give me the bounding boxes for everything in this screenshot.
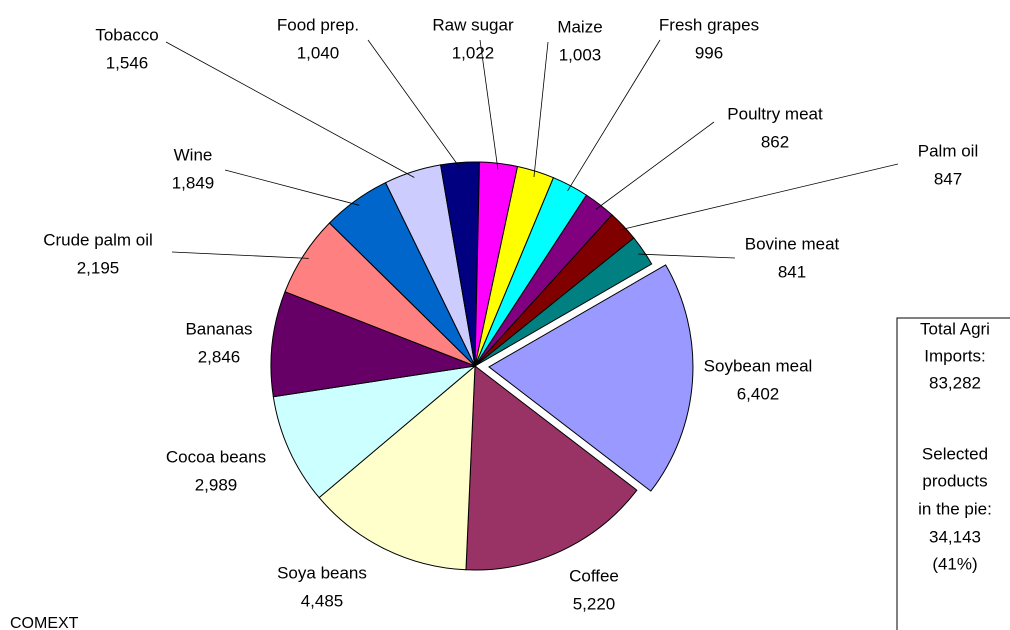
summary-text: in the pie: bbox=[918, 499, 992, 518]
value-label: 1,040 bbox=[297, 43, 340, 62]
slice-label: Bananas bbox=[185, 319, 252, 338]
slice-label: Coffee bbox=[569, 566, 619, 585]
summary-text: 34,143 bbox=[929, 527, 981, 546]
leader-line bbox=[638, 253, 736, 259]
value-label: 2,989 bbox=[195, 475, 238, 494]
source-note: COMEXT bbox=[10, 615, 79, 630]
leader-line bbox=[367, 39, 461, 169]
value-label: 4,485 bbox=[301, 591, 344, 610]
slice-label: Food prep. bbox=[277, 15, 359, 34]
leader-line bbox=[533, 41, 549, 178]
slice-label: Tobacco bbox=[95, 25, 158, 44]
value-label: 2,195 bbox=[77, 258, 120, 277]
slice-label: Palm oil bbox=[918, 141, 978, 160]
value-label: 1,546 bbox=[106, 53, 149, 72]
slice-label: Bovine meat bbox=[745, 234, 840, 253]
value-label: 1,022 bbox=[452, 43, 495, 62]
value-label: 1,849 bbox=[172, 173, 215, 192]
slice-label: Maize bbox=[557, 17, 602, 36]
summary-text: Total Agri bbox=[920, 319, 990, 338]
slice-label: Crude palm oil bbox=[43, 230, 153, 249]
value-label: 6,402 bbox=[737, 384, 780, 403]
leader-line bbox=[224, 169, 360, 206]
pie-slice bbox=[465, 365, 638, 571]
summary-text: Selected bbox=[922, 444, 988, 463]
pie-slice bbox=[270, 291, 477, 398]
value-label: 5,220 bbox=[573, 594, 616, 613]
summary-text: products bbox=[922, 471, 987, 490]
value-label: 2,846 bbox=[198, 347, 241, 366]
pie-slice bbox=[488, 264, 694, 492]
leader-line bbox=[595, 121, 715, 210]
summary-text: Imports: bbox=[924, 346, 985, 365]
slice-label: Fresh grapes bbox=[659, 15, 759, 34]
leader-line bbox=[618, 163, 899, 231]
leader-line bbox=[165, 41, 415, 178]
pie-slice bbox=[474, 237, 653, 367]
value-label: 841 bbox=[778, 262, 806, 281]
summary-box bbox=[896, 317, 1010, 630]
pie-slice bbox=[272, 365, 477, 499]
pie-slice bbox=[318, 364, 476, 571]
value-label: 996 bbox=[695, 43, 723, 62]
leader-line bbox=[479, 39, 499, 170]
slice-label: Raw sugar bbox=[432, 15, 514, 34]
leader-line bbox=[171, 251, 309, 259]
summary-text: 83,282 bbox=[929, 373, 981, 392]
leader-line bbox=[567, 39, 661, 192]
slice-label: Cocoa beans bbox=[166, 447, 266, 466]
slice-label: Soya beans bbox=[277, 563, 367, 582]
slice-label: Poultry meat bbox=[727, 104, 823, 123]
value-label: 1,003 bbox=[559, 45, 602, 64]
slice-label: Soybean meal bbox=[704, 356, 813, 375]
slice-label: Wine bbox=[174, 145, 213, 164]
summary-text: (41%) bbox=[932, 554, 977, 573]
value-label: 847 bbox=[934, 169, 962, 188]
value-label: 862 bbox=[761, 132, 789, 151]
